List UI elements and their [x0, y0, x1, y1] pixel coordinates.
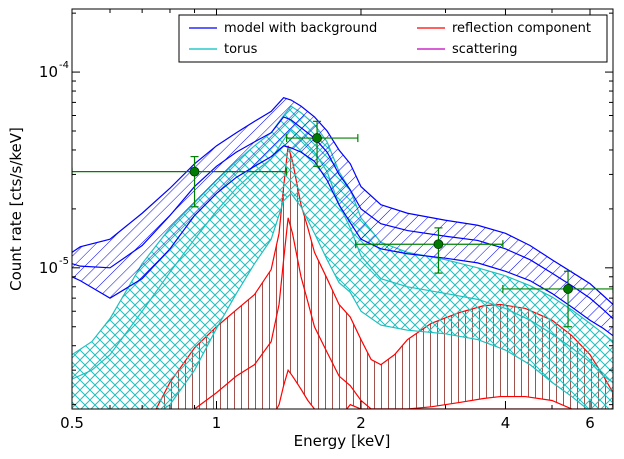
x-tick-label-0: 0.5: [60, 414, 84, 432]
data-layer: [72, 120, 613, 328]
y-axis-ticks: 10-510-4: [39, 12, 613, 406]
torus-lower-line: [162, 192, 589, 409]
model-lower-line: [72, 145, 613, 337]
torus-band-fill: [72, 106, 613, 409]
x-tick-label-4: 6: [585, 414, 595, 432]
legend-label-model: model with background: [224, 21, 377, 36]
legend-label-torus: torus: [224, 42, 258, 57]
legend-label-reflection: reflection component: [452, 21, 591, 36]
legend-label-scattering: scattering: [452, 42, 518, 57]
reflection-mid-line: [193, 217, 613, 409]
data-point-1: [312, 133, 322, 143]
bands-layer: [72, 96, 613, 409]
y-tick-exponent-1: -4: [59, 60, 69, 71]
x-axis-label: Energy [keV]: [294, 432, 391, 450]
data-point-3: [563, 284, 573, 294]
legend: model with background reflection compone…: [178, 14, 608, 63]
x-axis-ticks: 0.5 1 2 4 6: [60, 9, 595, 432]
y-tick-exponent-0: -5: [59, 256, 69, 267]
model-mid-line: [72, 116, 613, 320]
x-tick-label-3: 4: [501, 414, 511, 432]
x-tick-label-2: 2: [356, 414, 366, 432]
y-tick-label-0: 10: [39, 259, 58, 277]
reflection-lower-line: [275, 368, 574, 409]
y-axis-label: Count rate [cts/s/keV]: [7, 127, 25, 291]
data-point-0: [189, 166, 200, 177]
x-tick-label-1: 1: [212, 414, 222, 432]
y-tick-label-1: 10: [39, 63, 58, 81]
data-point-2: [433, 239, 444, 250]
legend-box: [178, 14, 608, 63]
model-band-fill: [72, 97, 613, 336]
